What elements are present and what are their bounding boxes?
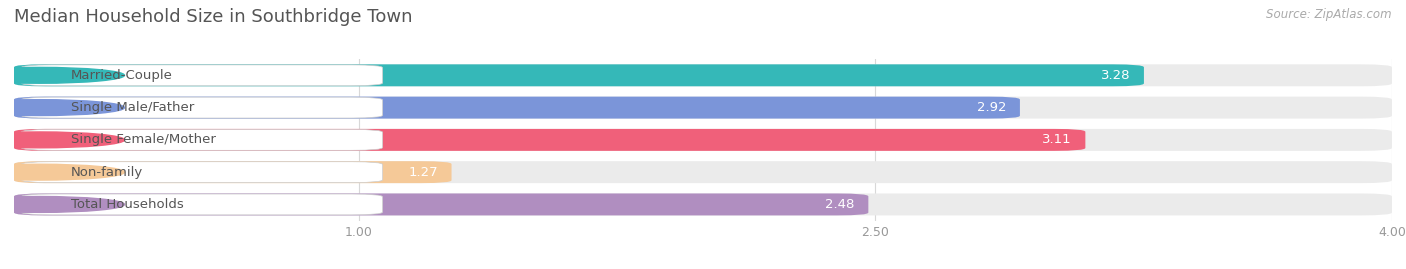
FancyBboxPatch shape	[14, 129, 1392, 151]
FancyBboxPatch shape	[21, 129, 382, 150]
FancyBboxPatch shape	[14, 97, 1019, 119]
Text: Single Female/Mother: Single Female/Mother	[70, 133, 215, 146]
FancyBboxPatch shape	[14, 161, 451, 183]
Text: Total Households: Total Households	[70, 198, 184, 211]
Text: 2.48: 2.48	[825, 198, 855, 211]
Text: Source: ZipAtlas.com: Source: ZipAtlas.com	[1267, 8, 1392, 21]
FancyBboxPatch shape	[14, 129, 1085, 151]
FancyBboxPatch shape	[21, 162, 382, 183]
FancyBboxPatch shape	[21, 97, 382, 118]
Circle shape	[0, 132, 125, 148]
FancyBboxPatch shape	[21, 65, 382, 86]
Text: 2.92: 2.92	[977, 101, 1007, 114]
Text: Single Male/Father: Single Male/Father	[70, 101, 194, 114]
FancyBboxPatch shape	[21, 194, 382, 215]
Text: 1.27: 1.27	[408, 166, 437, 179]
Circle shape	[0, 164, 125, 180]
FancyBboxPatch shape	[14, 193, 869, 215]
FancyBboxPatch shape	[14, 64, 1392, 86]
Text: Married-Couple: Married-Couple	[70, 69, 173, 82]
FancyBboxPatch shape	[14, 193, 1392, 215]
FancyBboxPatch shape	[14, 97, 1392, 119]
Text: Median Household Size in Southbridge Town: Median Household Size in Southbridge Tow…	[14, 8, 412, 26]
Text: 3.11: 3.11	[1042, 133, 1071, 146]
Circle shape	[0, 68, 125, 83]
Text: Non-family: Non-family	[70, 166, 143, 179]
FancyBboxPatch shape	[14, 161, 1392, 183]
Text: 3.28: 3.28	[1101, 69, 1130, 82]
FancyBboxPatch shape	[14, 64, 1144, 86]
Circle shape	[0, 100, 125, 115]
Circle shape	[0, 197, 125, 212]
